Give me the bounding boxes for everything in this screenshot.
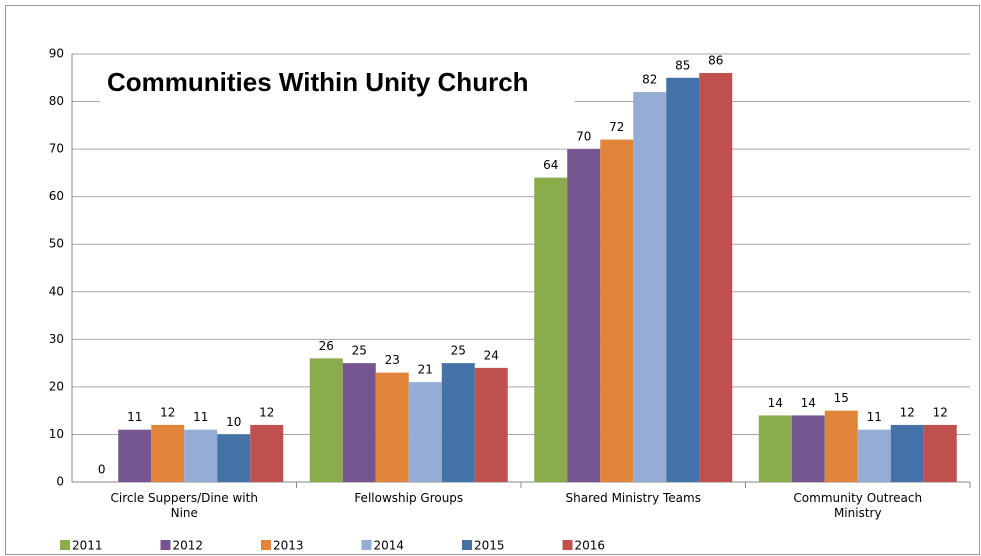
legend-label: 2015: [474, 539, 505, 553]
y-tick-label: 80: [49, 94, 64, 108]
bar: [633, 92, 667, 483]
data-label: 26: [319, 339, 334, 353]
data-label: 14: [768, 396, 783, 410]
bar: [758, 415, 792, 482]
bar: [250, 424, 284, 482]
x-tick-label: Fellowship Groups: [354, 491, 464, 505]
data-label: 12: [259, 405, 274, 419]
data-label: 64: [543, 158, 558, 172]
y-tick-label: 40: [49, 284, 64, 298]
bar: [441, 363, 475, 482]
data-label: 21: [418, 363, 433, 377]
y-tick-label: 20: [49, 379, 64, 393]
bar: [923, 424, 957, 482]
bar: [217, 434, 251, 482]
x-tick-label: Community Outreach Ministry: [793, 491, 923, 520]
bar: [118, 429, 152, 482]
data-label: 12: [160, 405, 175, 419]
bar: [375, 372, 409, 482]
bar: [184, 429, 218, 482]
data-label: 11: [127, 410, 142, 424]
data-label: 72: [609, 120, 624, 134]
x-tick-label: Shared Ministry Teams: [565, 491, 701, 505]
bar: [699, 73, 733, 483]
y-tick-label: 70: [49, 142, 64, 156]
legend-swatch: [361, 540, 372, 550]
data-label: 14: [801, 396, 816, 410]
y-tick-label: 30: [49, 332, 64, 346]
legend-swatch: [261, 540, 271, 550]
x-tick-label: Circle Suppers/Dine with Nine: [110, 491, 258, 520]
y-tick-label: 90: [49, 47, 64, 61]
data-label: 23: [385, 353, 400, 367]
data-label: 24: [484, 348, 499, 362]
y-tick-label: 50: [49, 237, 64, 251]
data-label: 70: [576, 130, 591, 144]
title-box: [100, 62, 575, 104]
data-label: 15: [834, 391, 849, 405]
legend-swatch: [160, 540, 171, 550]
bar: [857, 429, 891, 482]
legend-label: 2014: [374, 539, 405, 553]
bar: [791, 415, 825, 482]
legend-label: 2013: [273, 539, 304, 553]
legend-label: 2012: [173, 539, 204, 553]
data-label: 11: [193, 410, 208, 424]
data-label: 0: [98, 463, 106, 477]
legend-swatch: [462, 540, 472, 550]
bar: [824, 410, 858, 482]
data-label: 11: [867, 410, 882, 424]
bar: [666, 77, 700, 483]
bar: [567, 149, 601, 482]
data-label: 82: [642, 73, 657, 87]
legend-label: 2016: [575, 539, 606, 553]
bar: [600, 139, 634, 482]
bar: [534, 177, 568, 482]
bar: [309, 358, 343, 482]
bar: [151, 424, 185, 482]
data-label: 86: [708, 54, 723, 68]
data-label: 85: [675, 58, 690, 72]
bar: [474, 367, 508, 482]
chart-title: Communities Within Unity Church: [107, 67, 529, 97]
data-label: 12: [900, 405, 915, 419]
bar: [408, 382, 442, 482]
chart-frame: [5, 5, 980, 555]
y-tick-label: 60: [49, 189, 64, 203]
data-label: 10: [226, 415, 241, 429]
bar: [342, 363, 376, 482]
bar: [890, 424, 924, 482]
y-tick-label: 0: [56, 475, 64, 489]
data-label: 12: [933, 405, 948, 419]
data-label: 25: [451, 344, 466, 358]
legend-label: 2011: [72, 539, 103, 553]
data-label: 25: [352, 344, 367, 358]
y-tick-label: 10: [49, 427, 64, 441]
legend-swatch: [60, 540, 70, 550]
legend-swatch: [562, 540, 573, 550]
